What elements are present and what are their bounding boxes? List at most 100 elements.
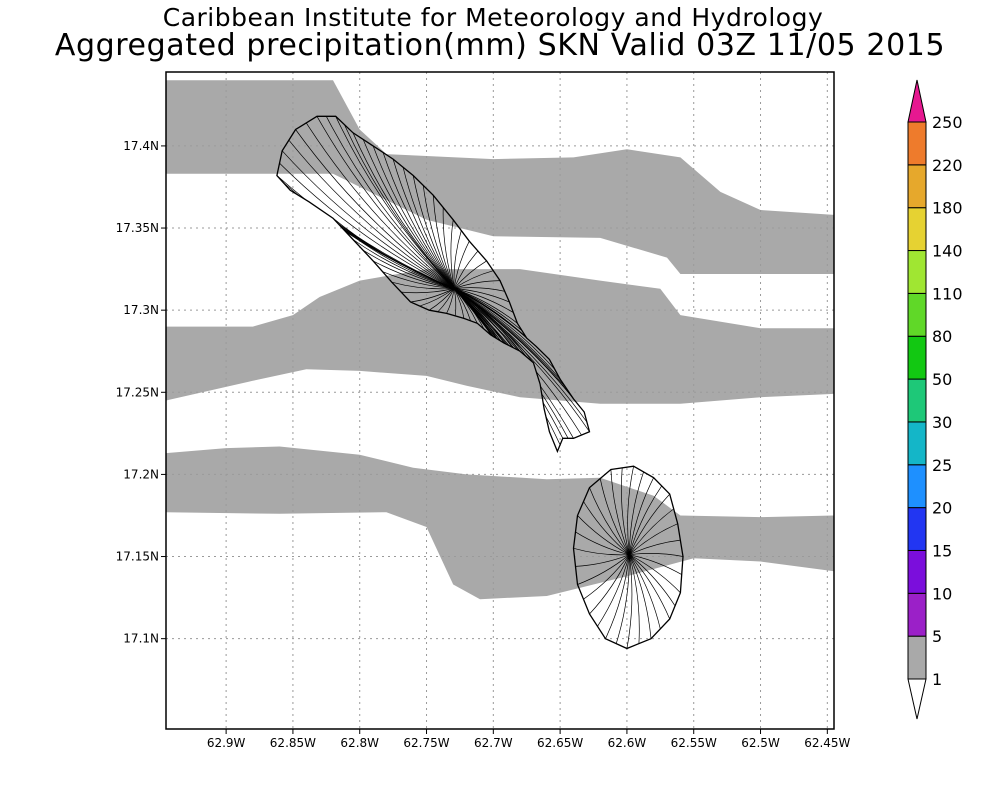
drainage-line bbox=[382, 152, 455, 289]
x-tick-label: 62.75W bbox=[403, 736, 449, 750]
colorbar-swatch bbox=[907, 121, 927, 166]
x-axis: 62.9W 62.85W 62.8W 62.75W 62.7W 62.65W 62.6W 62… bbox=[207, 729, 851, 750]
drainage-line bbox=[597, 554, 630, 627]
colorbar-label: 25 bbox=[932, 456, 952, 475]
drainage-line bbox=[410, 288, 455, 303]
drainage-line bbox=[577, 554, 630, 585]
x-tick-label: 62.85W bbox=[270, 736, 316, 750]
drainage-line bbox=[453, 288, 478, 324]
drainage-line bbox=[279, 162, 455, 289]
drainage-line bbox=[626, 554, 633, 649]
drainage-line bbox=[599, 478, 630, 555]
drainage-line bbox=[432, 195, 455, 289]
colorbar-label: 80 bbox=[932, 327, 952, 346]
drainage-line bbox=[629, 554, 681, 593]
drainage-line bbox=[402, 167, 455, 289]
colorbar-label: 140 bbox=[932, 242, 963, 261]
drainage-line bbox=[454, 288, 510, 303]
drainage-line bbox=[629, 539, 681, 556]
y-tick-label: 17.1N bbox=[123, 632, 159, 646]
drainage-line bbox=[306, 122, 455, 289]
drainage-line bbox=[615, 554, 630, 644]
drainage-line bbox=[621, 467, 630, 555]
drainage-line bbox=[628, 554, 640, 644]
y-tick-label: 17.4N bbox=[123, 139, 159, 153]
island-nevis bbox=[572, 465, 684, 650]
drainage-line bbox=[629, 523, 678, 555]
drainage-line bbox=[627, 466, 634, 555]
drainage-line bbox=[446, 288, 455, 314]
drainage-line bbox=[453, 288, 471, 321]
colorbar-label: 220 bbox=[932, 156, 963, 175]
drainage-line bbox=[453, 270, 494, 289]
colorbar-swatch bbox=[907, 378, 927, 423]
island-st-kitts bbox=[276, 115, 591, 454]
colorbar-swatch bbox=[907, 635, 927, 680]
drainage-line bbox=[605, 554, 630, 639]
x-tick-label: 62.9W bbox=[207, 736, 246, 750]
colorbar-label: 20 bbox=[932, 499, 952, 518]
colorbar-swatch bbox=[907, 250, 927, 294]
drainage-line bbox=[589, 487, 630, 555]
y-tick-label: 17.15N bbox=[116, 550, 159, 564]
drainage-line bbox=[372, 145, 455, 289]
x-tick-label: 62.55W bbox=[671, 736, 717, 750]
colorbar-label: 1 bbox=[932, 670, 942, 689]
drainage-line bbox=[629, 553, 683, 557]
colorbar-swatch bbox=[907, 164, 927, 209]
drainage-line bbox=[628, 493, 670, 555]
drainage-line bbox=[628, 471, 644, 555]
island-coastline bbox=[572, 465, 684, 650]
colorbar-label: 10 bbox=[932, 584, 952, 603]
drainage-line bbox=[392, 159, 455, 289]
colorbar-label: 110 bbox=[932, 284, 963, 303]
drainage-line bbox=[628, 485, 662, 555]
drainage-line bbox=[453, 288, 465, 319]
drainage-line bbox=[577, 515, 630, 556]
x-tick-label: 62.5W bbox=[741, 736, 780, 750]
drainage-line bbox=[575, 531, 630, 556]
colorbar-swatch bbox=[907, 464, 927, 509]
x-tick-label: 62.7W bbox=[474, 736, 513, 750]
colorbar-label: 50 bbox=[932, 370, 952, 389]
drainage-line bbox=[589, 554, 630, 615]
drainage-line bbox=[316, 116, 455, 289]
colorbar-upper-triangle bbox=[907, 79, 927, 123]
drainage-line bbox=[629, 554, 671, 620]
drainage-line bbox=[629, 508, 674, 555]
colorbar-label: 180 bbox=[932, 199, 963, 218]
drainage-line bbox=[295, 129, 455, 289]
colorbar-swatch bbox=[907, 335, 927, 380]
drainage-line bbox=[453, 250, 479, 289]
drainage-line bbox=[288, 139, 455, 289]
drainage-line bbox=[419, 288, 455, 307]
drainage-line bbox=[281, 150, 455, 289]
drainage-line bbox=[453, 260, 487, 289]
y-tick-label: 17.25N bbox=[116, 385, 159, 399]
colorbar-swatch bbox=[907, 421, 927, 466]
drainage-line bbox=[453, 230, 462, 289]
x-tick-label: 62.65W bbox=[537, 736, 583, 750]
y-tick-label: 17.35N bbox=[116, 221, 159, 235]
x-tick-label: 62.8W bbox=[340, 736, 379, 750]
drainage-line bbox=[442, 207, 455, 289]
title-product: Aggregated precipitation(mm) SKN Valid 0… bbox=[54, 28, 946, 63]
island-coastline bbox=[276, 115, 591, 454]
drainage-line bbox=[372, 260, 455, 289]
colorbar-lower-triangle bbox=[907, 678, 927, 720]
drainage-line bbox=[453, 280, 501, 289]
drainage-line bbox=[344, 124, 455, 289]
drainage-line bbox=[575, 554, 630, 567]
drainage-line bbox=[629, 554, 661, 629]
drainage-line bbox=[583, 501, 630, 555]
drainage-line bbox=[422, 185, 455, 289]
colorbar-label: 15 bbox=[932, 541, 952, 560]
colorbar-label: 250 bbox=[932, 113, 963, 132]
drainage-line bbox=[429, 288, 455, 311]
drainage-line bbox=[610, 469, 630, 555]
colorbar-swatch bbox=[907, 207, 927, 252]
colorbar-swatch bbox=[907, 507, 927, 551]
precip-band bbox=[166, 80, 834, 274]
drainage-line bbox=[352, 239, 455, 289]
